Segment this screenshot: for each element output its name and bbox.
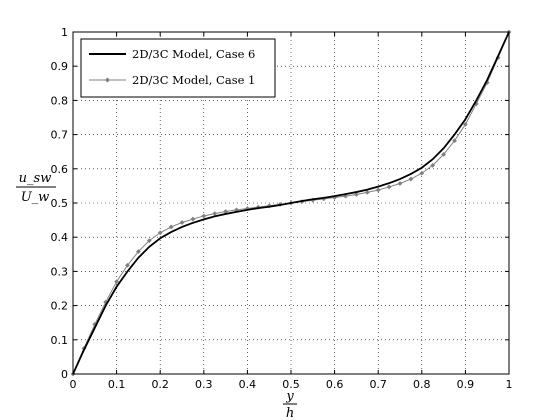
data-point-2d-3c-model-case-1 (146, 238, 152, 244)
data-point-2d-3c-model-case-1 (201, 213, 207, 219)
data-point-2d-3c-model-case-1 (430, 162, 436, 168)
data-point-2d-3c-model-case-1 (419, 170, 425, 176)
data-point-2d-3c-model-case-1 (452, 138, 457, 144)
data-point-2d-3c-model-case-1 (354, 192, 359, 197)
x-tick-label: 0.1 (108, 378, 126, 391)
data-point-2d-3c-model-case-1 (190, 216, 196, 222)
series-line-2d-3c-model-case-6 (72, 31, 510, 375)
x-axis-label-denominator: h (286, 406, 294, 420)
x-tick-label: 0 (70, 378, 77, 391)
legend-marker-case1 (105, 77, 110, 83)
y-tick-label: 0.8 (51, 94, 69, 107)
data-point-2d-3c-model-case-1 (397, 181, 403, 186)
data-point-2d-3c-model-case-1 (408, 176, 414, 182)
data-point-2d-3c-model-case-1 (125, 262, 130, 268)
y-tick-label: 0 (61, 368, 68, 381)
data-point-2d-3c-model-case-1 (364, 189, 370, 195)
y-tick-label: 0.3 (51, 265, 69, 278)
x-axis-label-numerator: y (285, 389, 294, 404)
y-axis-label-numerator: u_sw (19, 171, 52, 186)
data-point-2d-3c-model-case-1 (375, 187, 381, 193)
data-point-2d-3c-model-case-1 (386, 184, 392, 190)
data-point-2d-3c-model-case-1 (441, 152, 446, 157)
y-tick-label: 0.7 (51, 129, 69, 142)
data-point-2d-3c-model-case-1 (343, 193, 348, 199)
x-tick-label: 0.8 (413, 378, 431, 391)
data-point-2d-3c-model-case-1 (212, 211, 218, 217)
y-tick-label: 0.6 (51, 163, 69, 176)
legend-label-case1: 2D/3C Model, Case 1 (132, 73, 255, 87)
data-point-2d-3c-model-case-1 (463, 121, 468, 127)
y-axis-label: u_sw U_w (16, 171, 56, 205)
y-ticks: 0 0.1 0.2 0.3 0.4 0.5 0.6 0.7 0.8 0.9 1 (51, 26, 509, 381)
x-tick-label: 0.4 (239, 378, 257, 391)
x-tick-label: 0.3 (195, 378, 213, 391)
x-tick-label: 0.7 (369, 378, 387, 391)
x-axis-label: y h (283, 389, 297, 420)
y-tick-label: 1 (61, 26, 68, 39)
y-tick-label: 0.4 (51, 231, 69, 244)
y-tick-label: 0.2 (51, 300, 69, 313)
x-tick-label: 0.9 (457, 378, 475, 391)
data-point-2d-3c-model-case-1 (179, 220, 185, 225)
x-tick-label: 0.5 (282, 378, 300, 391)
series-layer (70, 29, 512, 377)
legend-box (80, 38, 276, 98)
y-tick-label: 0.9 (51, 60, 69, 73)
data-point-2d-3c-model-case-1 (136, 249, 141, 254)
x-tick-label: 0.6 (326, 378, 344, 391)
data-point-2d-3c-model-case-1 (223, 209, 228, 214)
y-tick-label: 0.1 (51, 334, 69, 347)
data-point-2d-3c-model-case-1 (157, 230, 163, 236)
y-tick-label: 0.5 (51, 197, 69, 210)
legend-label-case6: 2D/3C Model, Case 6 (132, 47, 255, 61)
data-point-2d-3c-model-case-1 (168, 224, 174, 230)
data-point-2d-3c-model-case-1 (234, 207, 239, 213)
legend: 2D/3C Model, Case 6 2D/3C Model, Case 1 (80, 38, 276, 98)
data-point-2d-3c-model-case-1 (103, 299, 109, 305)
x-tick-label: 1 (506, 378, 513, 391)
plot-frame (72, 31, 510, 375)
data-point-2d-3c-model-case-1 (114, 279, 119, 285)
y-axis-label-denominator: U_w (21, 190, 50, 205)
x-tick-label: 0.2 (151, 378, 169, 391)
